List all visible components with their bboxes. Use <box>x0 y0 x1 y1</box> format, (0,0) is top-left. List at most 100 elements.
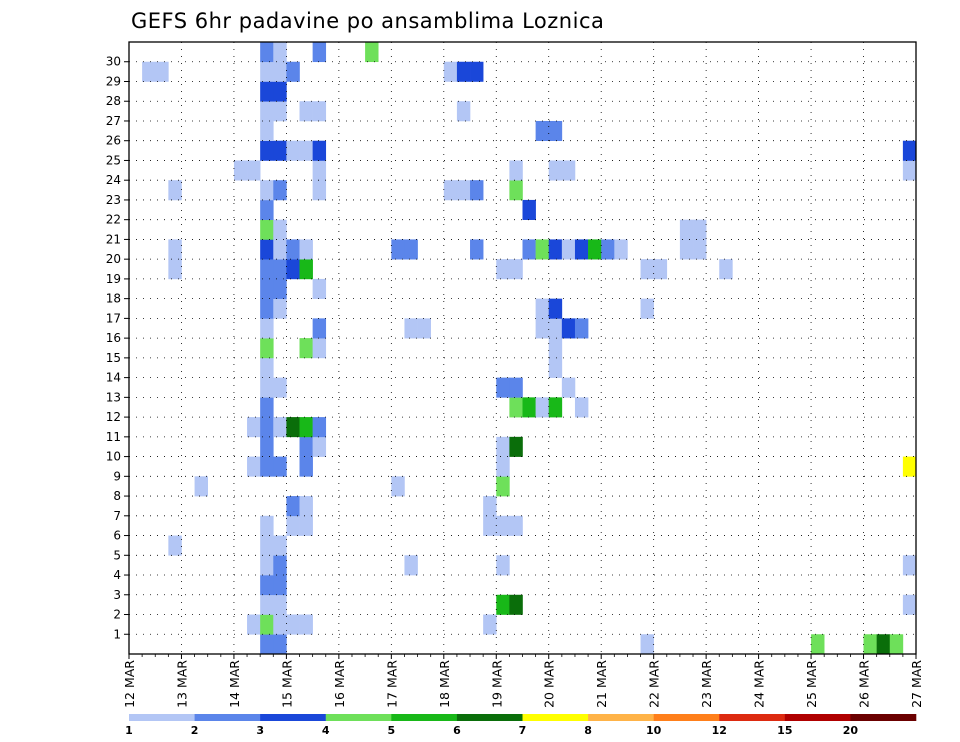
heatmap-cell <box>902 456 917 477</box>
heatmap-cell <box>286 496 300 517</box>
y-tick-label: 15 <box>106 351 121 365</box>
heatmap-cell <box>260 397 274 418</box>
heatmap-cell <box>299 417 313 438</box>
y-tick-label: 2 <box>113 608 121 622</box>
heatmap-cell <box>548 120 563 142</box>
y-tick-label: 25 <box>106 153 121 167</box>
heatmap-cell <box>273 456 287 477</box>
x-axis: 12 MAR 13 MAR 14 MAR 15 MAR 16 MAR 17 MAR 18 M… <box>122 654 924 708</box>
heatmap-cell <box>443 180 458 201</box>
heatmap-cell <box>640 634 654 655</box>
heatmap-cell <box>417 318 431 339</box>
y-tick-label: 23 <box>106 193 121 207</box>
heatmap-cell <box>391 239 405 260</box>
heatmap-cell <box>286 61 300 82</box>
heatmap-cell <box>260 120 274 142</box>
heatmap-cell <box>365 42 379 63</box>
y-tick-label: 4 <box>113 568 121 582</box>
heatmap-cell <box>260 614 274 635</box>
heatmap-cell <box>483 496 497 517</box>
heatmap-cell <box>260 199 274 220</box>
y-tick-label: 21 <box>106 232 121 246</box>
heatmap-cell <box>286 417 300 438</box>
heatmap-cell <box>299 140 313 161</box>
heatmap-cell <box>260 318 274 339</box>
heatmap-cell <box>404 239 418 260</box>
heatmap-cell <box>496 456 510 477</box>
heatmap-cell <box>312 278 327 299</box>
heatmap-cell <box>640 259 654 280</box>
legend-label: 2 <box>191 724 199 737</box>
heatmap-cell <box>273 101 287 122</box>
legend-swatch <box>653 714 720 721</box>
gridlines <box>129 42 916 654</box>
heatmap-cell <box>548 298 563 319</box>
heatmap-cell <box>404 318 418 339</box>
y-tick-label: 22 <box>106 213 121 227</box>
heatmap-cell <box>247 456 261 477</box>
x-tick-label: 15 MAR <box>279 660 294 708</box>
heatmap-cell <box>391 476 405 497</box>
heatmap-cell <box>456 61 471 82</box>
heatmap-cell <box>574 397 589 418</box>
y-tick-label: 9 <box>113 469 121 483</box>
heatmap-cell <box>233 160 248 181</box>
heatmap-cell <box>260 101 274 122</box>
heatmap-cell <box>522 397 536 418</box>
heatmap-cell <box>168 259 182 280</box>
heatmap-cell <box>273 535 287 556</box>
heatmap-cell <box>260 278 274 299</box>
heatmap-cell <box>286 259 300 280</box>
heatmap-cell <box>483 614 497 635</box>
heatmap-cell <box>470 61 484 82</box>
legend-swatch <box>850 714 917 721</box>
heatmap-cell <box>168 535 182 556</box>
legend-swatch <box>588 714 654 721</box>
x-tick-label: 25 MAR <box>804 660 819 708</box>
heatmap-cell <box>535 120 550 142</box>
heatmap-cell <box>260 219 274 240</box>
heatmap-cell <box>470 239 484 260</box>
heatmap-cell <box>470 180 484 201</box>
heatmap-cell <box>312 101 327 122</box>
heatmap-cell <box>535 298 550 319</box>
color-legend: 1 2 3 4 5 6 7 8 10 12 15 20 <box>125 714 917 737</box>
heatmap-cell <box>299 101 313 122</box>
heatmap-cell <box>693 239 707 260</box>
heatmap-cell <box>260 357 274 378</box>
heatmap-cell <box>535 239 550 260</box>
heatmap-cell <box>509 515 523 536</box>
y-tick-label: 3 <box>113 588 121 602</box>
x-tick-label: 19 MAR <box>489 660 504 708</box>
x-tick-label: 27 MAR <box>909 660 924 708</box>
heatmap-cell <box>273 219 287 240</box>
heatmap-cell <box>601 239 615 260</box>
heatmap-cell <box>548 160 563 181</box>
heatmap-cell <box>574 318 589 339</box>
x-tick-label: 14 MAR <box>227 660 242 708</box>
heatmap-cell <box>574 239 589 260</box>
legend-swatch <box>456 714 523 721</box>
heatmap-cell <box>194 476 208 497</box>
heatmap-cell <box>496 515 510 536</box>
y-tick-label: 7 <box>113 509 121 523</box>
y-tick-label: 26 <box>106 134 121 148</box>
legend-swatch <box>719 714 786 721</box>
heatmap-cell <box>561 239 576 260</box>
x-tick-label: 23 MAR <box>699 660 714 708</box>
legend-swatch <box>522 714 589 721</box>
heatmap-cell <box>640 298 654 319</box>
heatmap-cell <box>312 140 327 161</box>
heatmap-cell <box>155 61 169 82</box>
heatmap-cell <box>299 239 313 260</box>
y-tick-label: 29 <box>106 74 121 88</box>
heatmap-cell <box>509 259 523 280</box>
heatmap-cell <box>260 81 274 102</box>
legend-label: 15 <box>777 724 792 737</box>
y-tick-label: 27 <box>106 114 121 128</box>
heatmap-cell <box>273 61 287 82</box>
heatmap-cell <box>273 140 287 161</box>
chart-title: GEFS 6hr padavine po ansamblima Loznica <box>131 9 604 33</box>
heatmap-cell <box>299 456 313 477</box>
heatmap-cell <box>273 259 287 280</box>
